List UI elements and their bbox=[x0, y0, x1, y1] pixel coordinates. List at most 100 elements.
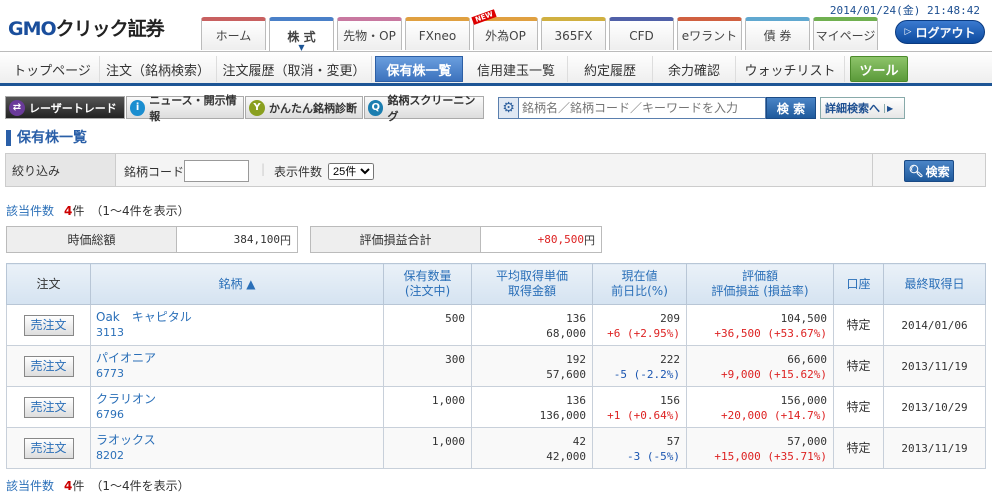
table-row: 売注文 クラリオン 6796 1,000 136 136,000 156 +1 (+0… bbox=[6, 386, 986, 428]
logo[interactable]: GMOクリック証券 bbox=[8, 18, 165, 40]
price-change: -5 (-2.2%) bbox=[613, 368, 680, 381]
datetime: 2014/01/24(金) 21:48:42 bbox=[829, 4, 980, 17]
tab-label: 債 券 bbox=[763, 29, 792, 43]
profit-loss: +15,000 (+35.71%) bbox=[714, 450, 827, 463]
stock-code: 6773 bbox=[96, 367, 124, 380]
price-change: +6 (+2.95%) bbox=[607, 327, 680, 340]
logout-button[interactable]: ▷ ログアウト bbox=[895, 20, 985, 44]
info-icon: i bbox=[130, 99, 146, 116]
tab-label: CFD bbox=[629, 28, 654, 43]
cost: 68,000 bbox=[546, 327, 586, 340]
count-label: 該当件数 bbox=[6, 479, 55, 493]
tab[interactable]: ホーム bbox=[201, 17, 266, 50]
quantity: 300 bbox=[445, 353, 465, 366]
count-label: 表示件数 bbox=[274, 165, 323, 179]
search-input[interactable] bbox=[519, 98, 765, 118]
column-header[interactable]: 現在値 前日比(%) bbox=[592, 263, 687, 305]
sell-order-button[interactable]: 売注文 bbox=[23, 314, 74, 336]
stock-name-link[interactable]: パイオニア bbox=[96, 351, 157, 365]
account-type: 特定 bbox=[833, 304, 884, 346]
new-badge: NEW bbox=[471, 9, 498, 25]
subnav-item[interactable]: 注文履歴（取消・変更） bbox=[217, 56, 372, 82]
stock-name-link[interactable]: Oak キャピタル bbox=[96, 310, 192, 324]
subnav-item[interactable]: ツール bbox=[850, 56, 908, 82]
tab-label: 株 式 bbox=[287, 30, 316, 44]
filter-search-label: 検索 bbox=[925, 164, 950, 179]
tab[interactable]: eワラント bbox=[677, 17, 742, 50]
account-type: 特定 bbox=[833, 345, 884, 387]
count-select[interactable]: 25件 bbox=[328, 163, 374, 180]
stock-code: 3113 bbox=[96, 326, 124, 339]
laser-trade-button[interactable]: ⇄ レーザートレード bbox=[5, 96, 125, 119]
count-value: 4 bbox=[64, 479, 73, 493]
column-header: 注文 bbox=[6, 263, 91, 305]
column-header[interactable]: 最終取得日 bbox=[883, 263, 986, 305]
gear-icon[interactable]: ⚙ bbox=[499, 98, 519, 118]
column-header[interactable]: 平均取得単価 取得金額 bbox=[471, 263, 593, 305]
avg-price: 42 bbox=[572, 435, 586, 448]
subnav-item[interactable]: 信用建玉一覧 bbox=[465, 56, 568, 82]
tab[interactable]: 365FX bbox=[541, 17, 606, 50]
sell-order-button[interactable]: 売注文 bbox=[23, 396, 74, 418]
subnav-item[interactable]: 余力確認 bbox=[653, 56, 736, 82]
count-value: 4 bbox=[64, 204, 73, 218]
column-header[interactable]: 銘柄 ▲ bbox=[90, 263, 384, 305]
tab[interactable]: FXneo bbox=[405, 17, 470, 50]
current-price: 57 bbox=[666, 435, 680, 448]
last-acquired-date: 2013/10/29 bbox=[883, 386, 986, 428]
tab-label: FXneo bbox=[418, 28, 457, 43]
filter-search-button[interactable]: 🔍︎ 検索 bbox=[904, 160, 954, 182]
tab[interactable]: マイページ bbox=[813, 17, 878, 50]
stock-name-link[interactable]: クラリオン bbox=[96, 392, 157, 406]
subnav-item[interactable]: トップページ bbox=[5, 56, 100, 82]
current-price: 209 bbox=[660, 312, 680, 325]
account-type: 特定 bbox=[833, 386, 884, 428]
price-change: +1 (+0.64%) bbox=[607, 409, 680, 422]
column-header[interactable]: 口座 bbox=[833, 263, 884, 305]
tab-label: ホーム bbox=[215, 29, 252, 43]
tab-label: 外為OP bbox=[485, 29, 526, 43]
logout-label: ログアウト bbox=[915, 25, 976, 40]
search-icon: 🔍︎ bbox=[908, 164, 924, 178]
screening-button[interactable]: Q 銘柄スクリーニング bbox=[364, 94, 484, 123]
column-header[interactable]: 保有数量 (注文中) bbox=[383, 263, 472, 305]
column-header[interactable]: 評価額 評価損益 (損益率) bbox=[686, 263, 834, 305]
advanced-search-button[interactable]: 詳細検索へ ▶ bbox=[820, 97, 905, 119]
filter-label: 絞り込み bbox=[6, 154, 116, 186]
search-button[interactable]: 検 索 bbox=[766, 97, 816, 119]
magnifier-icon: Q bbox=[368, 99, 384, 116]
code-input[interactable] bbox=[184, 160, 249, 182]
account-type: 特定 bbox=[833, 427, 884, 469]
table-row: 売注文 ラオックス 8202 1,000 42 42,000 57 -3 (-5%) … bbox=[6, 427, 986, 469]
stock-diagnosis-button[interactable]: Y かんたん銘柄診断 bbox=[245, 96, 363, 119]
avg-price: 136 bbox=[566, 312, 586, 325]
tab[interactable]: 先物・OP bbox=[337, 17, 402, 50]
result-count: 該当件数 4件 （1〜4件を表示） bbox=[6, 202, 190, 219]
subnav-item[interactable]: ウォッチリスト bbox=[736, 56, 845, 82]
cost: 57,600 bbox=[546, 368, 586, 381]
news-button[interactable]: i ニュース・開示情報 bbox=[126, 94, 244, 123]
cost: 136,000 bbox=[539, 409, 586, 422]
count-range: （1〜4件を表示） bbox=[96, 204, 190, 218]
subnav-item[interactable]: 約定履歴 bbox=[568, 56, 653, 82]
holdings-table: 注文 銘柄 ▲ 保有数量 (注文中) 平均取得単価 取得金額 現在値 前日比(%) 評価額… bbox=[6, 263, 986, 469]
search-box: ⚙ bbox=[498, 97, 766, 119]
subnav-item[interactable]: 注文（銘柄検索） bbox=[100, 56, 217, 82]
page-title: 保有株一覧 bbox=[6, 130, 87, 146]
tab[interactable]: CFD bbox=[609, 17, 674, 50]
sell-order-button[interactable]: 売注文 bbox=[23, 437, 74, 459]
pl-total-label: 評価損益合計 bbox=[311, 227, 481, 252]
tool-label: 銘柄スクリーニング bbox=[387, 93, 476, 123]
tab-label: マイページ bbox=[815, 29, 876, 43]
stock-name-link[interactable]: ラオックス bbox=[96, 433, 156, 447]
table-row: 売注文 Oak キャピタル 3113 500 136 68,000 209 +6 (+… bbox=[6, 304, 986, 346]
tab[interactable]: 債 券 bbox=[745, 17, 810, 50]
sell-order-button[interactable]: 売注文 bbox=[23, 355, 74, 377]
tab-label: eワラント bbox=[681, 29, 738, 43]
pl-total-value: +80,500 bbox=[537, 233, 584, 246]
subnav-item[interactable]: 保有株一覧 bbox=[375, 56, 463, 82]
tab[interactable]: 株 式 ▼ bbox=[269, 17, 334, 52]
advanced-label: 詳細検索へ bbox=[825, 102, 880, 115]
tab[interactable]: 外為OP NEW bbox=[471, 9, 538, 50]
yen: 円 bbox=[280, 233, 291, 247]
